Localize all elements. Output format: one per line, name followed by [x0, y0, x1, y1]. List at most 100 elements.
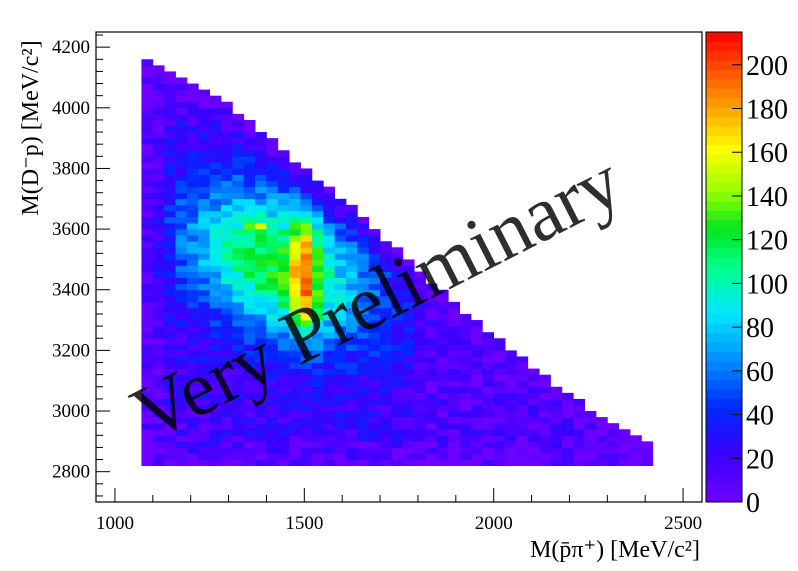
heatmap-cell: [209, 295, 222, 303]
heatmap-cell: [209, 307, 222, 315]
heatmap-cell: [448, 398, 460, 406]
heatmap-cell: [175, 301, 188, 309]
heatmap-cell: [186, 301, 199, 309]
heatmap-cell: [300, 210, 313, 218]
heatmap-cell: [209, 320, 222, 327]
heatmap-cell: [470, 447, 483, 454]
heatmap-cell: [368, 241, 381, 248]
heatmap-cell: [186, 241, 199, 248]
heatmap-cell: [459, 314, 472, 321]
heatmap-cell: [243, 162, 256, 169]
heatmap-cell: [198, 132, 211, 139]
heatmap-cell: [573, 404, 585, 412]
heatmap-cell: [277, 253, 290, 260]
heatmap-cell: [164, 338, 176, 345]
heatmap-cell: [311, 265, 324, 272]
heatmap-cell: [448, 386, 460, 394]
heatmap-cell: [505, 362, 517, 369]
heatmap-cell: [539, 398, 551, 406]
heatmap-cell: [357, 320, 370, 327]
heatmap-cell: [289, 307, 301, 315]
heatmap-cell: [550, 429, 563, 436]
heatmap-cell: [209, 404, 222, 412]
heatmap-cell: [186, 192, 199, 200]
heatmap-cell: [527, 459, 540, 467]
heatmap-cell: [152, 210, 165, 218]
x-axis-label: M(p̄π⁺) [MeV/c²]: [530, 537, 700, 563]
heatmap-cell: [243, 459, 256, 467]
heatmap-cell: [198, 107, 211, 115]
heatmap-cell: [448, 392, 460, 400]
heatmap-cell: [470, 411, 483, 418]
heatmap-cell: [255, 247, 267, 254]
colorbar-segment: [706, 455, 742, 465]
heatmap-cell: [357, 314, 370, 321]
heatmap-cell: [209, 101, 222, 109]
colorbar-tick-label: 200: [746, 51, 788, 82]
heatmap-cell: [357, 277, 370, 285]
heatmap-cell: [220, 113, 233, 121]
heatmap-cell: [152, 253, 165, 260]
heatmap-cell: [334, 289, 347, 297]
heatmap-cell: [289, 423, 301, 430]
heatmap-cell: [470, 350, 483, 357]
heatmap-cell: [209, 350, 222, 357]
heatmap-cell: [323, 429, 336, 436]
heatmap-cell: [459, 386, 472, 394]
heatmap-cell: [402, 277, 415, 285]
heatmap-cell: [198, 253, 211, 260]
heatmap-cell: [357, 253, 370, 260]
heatmap-cell: [459, 423, 472, 430]
heatmap-cell: [164, 289, 176, 297]
heatmap-cell: [243, 326, 256, 333]
heatmap-cell: [323, 295, 336, 303]
heatmap-cell: [436, 338, 449, 345]
heatmap-cell: [152, 447, 165, 454]
heatmap-cell: [175, 241, 188, 248]
heatmap-cell: [414, 362, 426, 369]
heatmap-cell: [300, 453, 313, 460]
heatmap-cell: [277, 459, 290, 467]
heatmap-cell: [493, 386, 506, 394]
heatmap-cell: [266, 435, 279, 442]
heatmap-cell: [220, 350, 233, 357]
heatmap-cell: [368, 253, 381, 260]
heatmap-cell: [186, 95, 199, 103]
heatmap-cell: [152, 162, 165, 169]
heatmap-cell: [198, 241, 211, 248]
heatmap-cell: [141, 429, 154, 436]
heatmap-cell: [368, 368, 381, 376]
heatmap-cell: [561, 404, 574, 412]
heatmap-cell: [289, 259, 301, 266]
colorbar-segment: [706, 473, 742, 484]
heatmap-cell: [641, 441, 654, 448]
colorbar-tick-label: 100: [746, 269, 788, 300]
heatmap-cell: [243, 289, 256, 297]
heatmap-cell: [300, 380, 313, 388]
heatmap-cell: [232, 192, 245, 200]
heatmap-cell: [141, 71, 154, 78]
heatmap-cell: [391, 386, 404, 394]
heatmap-cell: [493, 404, 506, 412]
heatmap-cell: [436, 356, 449, 363]
heatmap-cell: [391, 417, 404, 424]
heatmap-cell: [414, 356, 426, 363]
heatmap-cell: [618, 453, 631, 460]
heatmap-cell: [402, 307, 415, 315]
heatmap-cell: [255, 265, 267, 272]
heatmap-cell: [232, 411, 245, 418]
heatmap-cell: [243, 429, 256, 436]
heatmap-cell: [436, 368, 449, 376]
heatmap-cell: [323, 374, 336, 382]
colorbar-segment: [706, 116, 742, 127]
heatmap-cell: [141, 253, 154, 260]
heatmap-cell: [175, 441, 188, 448]
heatmap-cell: [152, 301, 165, 309]
heatmap-cell: [539, 459, 551, 467]
heatmap-cell: [164, 307, 176, 315]
heatmap-cell: [323, 247, 336, 254]
heatmap-cell: [505, 380, 517, 388]
heatmap-cell: [152, 380, 165, 388]
heatmap-cell: [141, 453, 154, 460]
heatmap-cell: [220, 144, 233, 151]
